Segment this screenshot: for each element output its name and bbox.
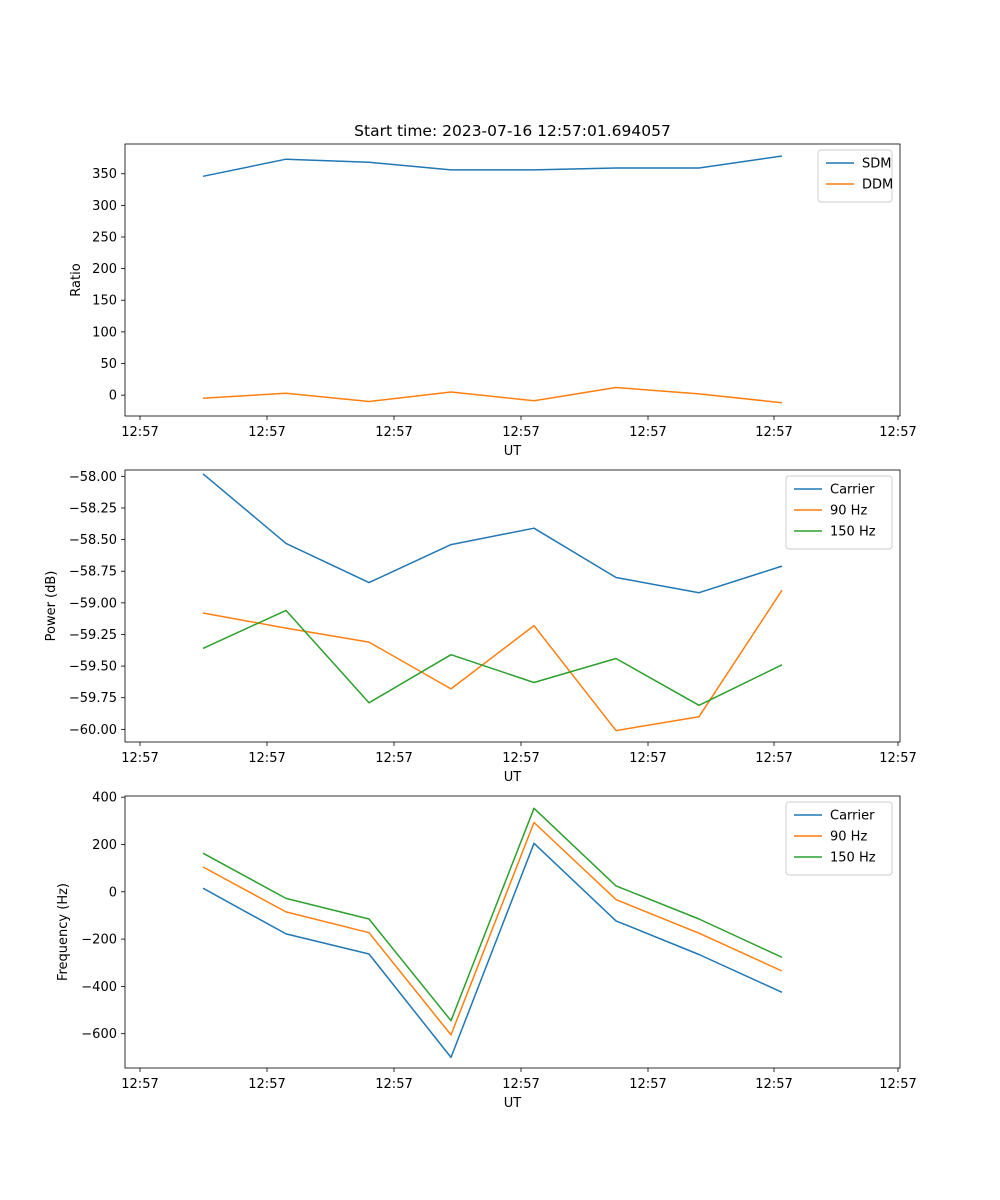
legend: Carrier 90 Hz 150 Hz — [785, 801, 893, 876]
series-line-150-hz — [202, 609, 783, 707]
y-tick-label: −58.00 — [69, 470, 117, 485]
y-tick-label: −58.50 — [69, 533, 117, 548]
y-tick-label: −600 — [81, 1027, 117, 1042]
series-line-150-hz — [202, 807, 783, 1022]
x-tick-label: 12:57 — [629, 425, 666, 440]
y-axis-label: Frequency (Hz) — [56, 883, 71, 981]
y-tick-label: −58.75 — [69, 565, 117, 580]
series-line-sdm — [202, 155, 783, 178]
series-line-ddm — [202, 386, 783, 404]
legend-entry: 150 Hz — [830, 525, 876, 540]
series-line-carrier — [202, 842, 783, 1059]
x-axis-label: UT — [504, 770, 522, 785]
y-tick-label: 0 — [109, 885, 117, 900]
x-tick-label: 12:57 — [375, 425, 412, 440]
legend-entry: DDM — [862, 178, 893, 193]
axes-frame — [124, 469, 901, 743]
axes-frame — [124, 795, 901, 1069]
x-tick-label: 12:57 — [121, 1077, 158, 1092]
x-tick-label: 12:57 — [755, 751, 792, 766]
x-tick-label: 12:57 — [375, 751, 412, 766]
y-tick-label: −200 — [81, 933, 117, 948]
x-tick-label: 12:57 — [879, 751, 916, 766]
axes-frame — [124, 143, 901, 417]
legend-entry: 90 Hz — [830, 830, 867, 845]
y-tick-label: −58.25 — [69, 501, 117, 516]
x-tick-label: 12:57 — [629, 1077, 666, 1092]
legend-entry: SDM — [862, 157, 891, 172]
x-tick-label: 12:57 — [375, 1077, 412, 1092]
legend-entry: Carrier — [830, 809, 875, 824]
y-tick-label: 150 — [92, 294, 117, 309]
x-tick-label: 12:57 — [502, 425, 539, 440]
chart-title: Start time: 2023-07-16 12:57:01.694057 — [354, 122, 671, 140]
legend: Carrier 90 Hz 150 Hz — [785, 475, 893, 550]
y-tick-label: 100 — [92, 325, 117, 340]
y-tick-label: 50 — [100, 357, 117, 372]
chart-panel-2: 12:57 12:57 12:57 12:57 12:57 12:57 12:57 UT −58… — [44, 469, 917, 785]
y-tick-label: −59.25 — [69, 628, 117, 643]
legend-entry: 150 Hz — [830, 851, 876, 866]
y-tick-label: 200 — [92, 262, 117, 277]
legend-entry: Carrier — [830, 483, 875, 498]
y-axis-label: Ratio — [69, 263, 84, 296]
chart-panel-1: Start time: 2023-07-16 12:57:01.694057 12… — [69, 122, 917, 459]
chart-panel-3: 12:57 12:57 12:57 12:57 12:57 12:57 12:57 UT 400… — [56, 791, 917, 1111]
y-tick-label: 200 — [92, 838, 117, 853]
series-line-carrier — [202, 473, 783, 594]
x-tick-label: 12:57 — [248, 1077, 285, 1092]
y-tick-label: 250 — [92, 230, 117, 245]
y-tick-label: −400 — [81, 980, 117, 995]
legend: SDM DDM — [817, 149, 893, 203]
y-tick-label: −59.50 — [69, 660, 117, 675]
y-axis-label: Power (dB) — [44, 571, 59, 642]
y-tick-label: 300 — [92, 199, 117, 214]
series-line-90-hz — [202, 821, 783, 1036]
y-tick-label: 0 — [109, 389, 117, 404]
x-tick-label: 12:57 — [755, 1077, 792, 1092]
x-tick-label: 12:57 — [248, 425, 285, 440]
legend-entry: 90 Hz — [830, 504, 867, 519]
x-axis-label: UT — [504, 444, 522, 459]
y-tick-label: 400 — [92, 791, 117, 806]
x-tick-label: 12:57 — [502, 751, 539, 766]
y-tick-label: 350 — [92, 167, 117, 182]
series-line-90-hz — [202, 589, 783, 732]
y-tick-label: −59.00 — [69, 596, 117, 611]
x-tick-label: 12:57 — [879, 1077, 916, 1092]
x-tick-label: 12:57 — [629, 751, 666, 766]
x-tick-label: 12:57 — [502, 1077, 539, 1092]
x-tick-label: 12:57 — [879, 425, 916, 440]
x-tick-label: 12:57 — [121, 425, 158, 440]
x-tick-label: 12:57 — [121, 751, 158, 766]
x-tick-label: 12:57 — [248, 751, 285, 766]
y-tick-label: −60.00 — [69, 723, 117, 738]
y-tick-label: −59.75 — [69, 691, 117, 706]
x-tick-label: 12:57 — [755, 425, 792, 440]
x-axis-label: UT — [504, 1096, 522, 1111]
